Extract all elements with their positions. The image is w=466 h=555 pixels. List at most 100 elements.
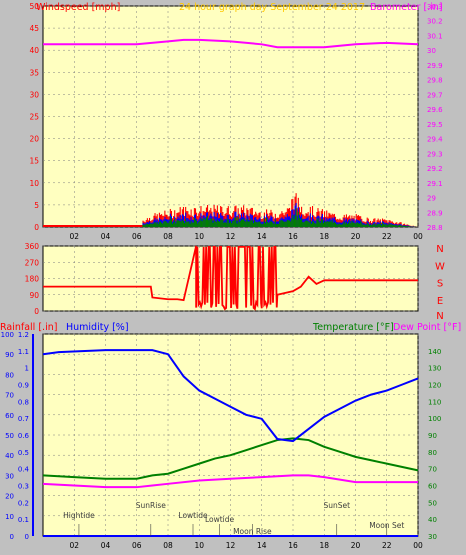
event-label: SunRise bbox=[136, 501, 166, 510]
wind-x-tick: 10 bbox=[194, 232, 204, 241]
wind-y-tick: 25 bbox=[29, 113, 39, 122]
rain-y-tick: 0.3 bbox=[18, 483, 29, 491]
wind-x-tick: 00 bbox=[413, 232, 423, 241]
humidity-y-tick: 90 bbox=[5, 351, 14, 359]
event-label: Hightide bbox=[63, 511, 95, 520]
barometer-y-tick: 29.4 bbox=[427, 136, 443, 144]
temp-x-tick: 20 bbox=[351, 541, 361, 550]
rain-y-tick: 0.1 bbox=[18, 516, 29, 524]
temperature-line bbox=[42, 437, 419, 480]
humidity-line bbox=[42, 349, 419, 443]
temperature-y-tick: 120 bbox=[428, 382, 441, 390]
barometer-y-tick: 30.1 bbox=[427, 32, 443, 40]
temperature-y-tick: 40 bbox=[428, 516, 437, 524]
temp-x-tick: 18 bbox=[319, 541, 329, 550]
direction-y-tick: 360 bbox=[25, 242, 40, 251]
humidity-y-tick: 100 bbox=[1, 331, 14, 339]
wind-x-tick: 12 bbox=[226, 232, 236, 241]
wind-x-tick: 20 bbox=[351, 232, 361, 241]
humidity-y-tick: 40 bbox=[5, 452, 14, 460]
wind-y-tick: 35 bbox=[29, 68, 39, 77]
rain-y-tick: 0.2 bbox=[18, 499, 29, 507]
humidity-y-tick: 0 bbox=[10, 533, 14, 541]
barometer-y-tick: 29.7 bbox=[427, 91, 443, 99]
rain-y-tick: 1.2 bbox=[18, 331, 29, 339]
humidity-y-tick: 60 bbox=[5, 412, 14, 420]
temp-x-tick: 02 bbox=[69, 541, 79, 550]
event-label: SunSet bbox=[323, 501, 350, 510]
event-label: Lowtide bbox=[178, 511, 208, 520]
barometer-y-tick: 29.9 bbox=[427, 62, 443, 70]
rain-y-tick: 1.1 bbox=[18, 348, 29, 356]
wind-avg-series bbox=[142, 208, 419, 227]
rain-y-tick: 0 bbox=[25, 533, 29, 541]
compass-label: N bbox=[436, 311, 443, 322]
humidity-y-tick: 30 bbox=[5, 472, 14, 480]
temp-x-tick: 00 bbox=[413, 541, 423, 550]
humidity-y-tick: 70 bbox=[5, 392, 14, 400]
temperature-y-tick: 110 bbox=[428, 398, 441, 406]
temp-x-tick: 08 bbox=[163, 541, 173, 550]
direction-y-tick: 90 bbox=[29, 291, 39, 300]
temperature-y-tick: 60 bbox=[428, 483, 437, 491]
temp-x-tick: 14 bbox=[257, 541, 267, 550]
rain-y-tick: 0.6 bbox=[18, 432, 30, 440]
temperature-y-tick: 50 bbox=[428, 499, 437, 507]
temperature-y-tick: 100 bbox=[428, 415, 441, 423]
temperature-y-tick: 140 bbox=[428, 348, 441, 356]
event-label: Lowtide bbox=[205, 515, 235, 524]
wind-x-tick: 04 bbox=[101, 232, 111, 241]
wind-x-tick: 22 bbox=[382, 232, 392, 241]
barometer-y-tick: 30.2 bbox=[427, 18, 443, 26]
humidity-y-tick: 80 bbox=[5, 371, 14, 379]
rainfall-title: Rainfall [.in] bbox=[0, 322, 57, 333]
humidity-y-tick: 10 bbox=[5, 513, 14, 521]
rain-y-tick: 0.8 bbox=[18, 398, 29, 406]
direction-y-tick: 180 bbox=[25, 275, 40, 284]
temperature-title: Temperature [°F] bbox=[312, 322, 394, 333]
humidity-title: Humidity [%] bbox=[66, 322, 129, 333]
barometer-y-tick: 28.9 bbox=[427, 209, 443, 217]
dewpoint-line bbox=[42, 474, 418, 489]
wind-x-tick: 16 bbox=[288, 232, 298, 241]
direction-line bbox=[43, 245, 418, 311]
compass-label: S bbox=[437, 279, 443, 290]
temperature-y-tick: 130 bbox=[428, 365, 441, 373]
temp-x-tick: 12 bbox=[226, 541, 236, 550]
compass-label: E bbox=[437, 296, 443, 307]
temperature-y-tick: 30 bbox=[428, 533, 437, 541]
temp-x-tick: 10 bbox=[194, 541, 204, 550]
temp-x-tick: 16 bbox=[288, 541, 298, 550]
temperature-y-tick: 90 bbox=[428, 432, 437, 440]
event-label: Moon Rise bbox=[233, 527, 272, 536]
wind-y-tick: 45 bbox=[29, 24, 39, 33]
barometer-y-tick: 30 bbox=[427, 47, 436, 55]
barometer-title: Barometer [.in] bbox=[370, 2, 443, 13]
wind-y-tick: 0 bbox=[34, 223, 39, 232]
barometer-y-tick: 30.3 bbox=[427, 3, 443, 11]
wind-title: Windspeed [mph] bbox=[36, 2, 120, 13]
barometer-y-tick: 29.3 bbox=[427, 150, 443, 158]
wind-y-tick: 50 bbox=[29, 2, 39, 11]
barometer-y-tick: 29.1 bbox=[427, 180, 443, 188]
rain-y-tick: 0.4 bbox=[18, 466, 30, 474]
rain-y-tick: 0.5 bbox=[18, 449, 29, 457]
wind-y-tick: 15 bbox=[29, 157, 39, 166]
barometer-y-tick: 29.2 bbox=[427, 165, 443, 173]
humidity-y-tick: 50 bbox=[5, 432, 14, 440]
wind-y-tick: 40 bbox=[29, 46, 39, 55]
barometer-line bbox=[43, 38, 419, 49]
wind-y-tick: 20 bbox=[29, 135, 39, 144]
barometer-y-tick: 29 bbox=[427, 195, 436, 203]
rain-y-tick: 0.9 bbox=[18, 382, 29, 390]
graph-title: 24 hour graph day September 24 2017 bbox=[179, 2, 365, 13]
temperature-y-tick: 80 bbox=[428, 449, 437, 457]
compass-label: N bbox=[436, 244, 443, 255]
wind-y-tick: 30 bbox=[29, 90, 39, 99]
wind-x-tick: 02 bbox=[69, 232, 79, 241]
wind-x-tick: 14 bbox=[257, 232, 267, 241]
barometer-y-tick: 29.8 bbox=[427, 77, 443, 85]
wind-x-tick: 18 bbox=[319, 232, 329, 241]
compass-label: W bbox=[435, 261, 445, 272]
